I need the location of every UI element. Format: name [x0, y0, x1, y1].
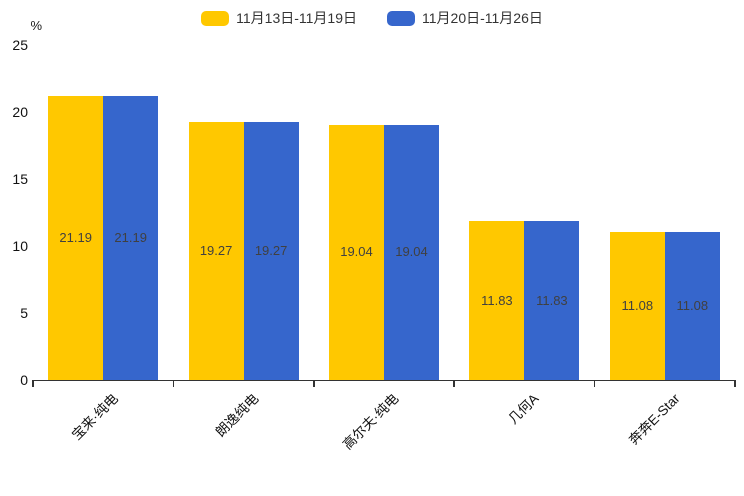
x-axis-tick [172, 380, 175, 387]
x-axis-category-label: 奔奔E-Star [625, 390, 683, 448]
y-axis-tick-label: 10 [12, 238, 28, 254]
x-axis-tick [32, 380, 34, 387]
bar-宝来·纯电-series-2[interactable]: 21.19 [103, 96, 159, 380]
bar-朗逸纯电-series-1[interactable]: 19.27 [188, 121, 244, 380]
legend-swatch-icon [387, 10, 415, 26]
legend-item-series-1[interactable]: 11月13日-11月19日 [201, 8, 357, 28]
bar-高尔夫·纯电-series-1[interactable]: 19.04 [329, 124, 384, 380]
bar-value-label: 19.27 [199, 242, 233, 258]
legend-item-label: 11月13日-11月19日 [236, 10, 357, 26]
bar-value-label: 21.19 [59, 230, 92, 246]
bar-朗逸纯电-series-2[interactable]: 19.27 [243, 121, 299, 380]
bar-value-label: 11.08 [676, 297, 709, 313]
legend-item-label: 11月20日-11月26日 [422, 10, 543, 26]
x-axis-category-label: 朗逸纯电 [212, 390, 262, 440]
y-axis-unit-label: % [30, 18, 42, 33]
bar-几何A-series-2[interactable]: 11.83 [524, 221, 580, 380]
bar-value-label: 19.04 [340, 244, 373, 260]
y-axis-tick-label: 15 [12, 171, 28, 187]
bar-奔奔E-Star-series-2[interactable]: 11.08 [664, 231, 720, 380]
bar-value-label: 19.27 [254, 242, 288, 258]
y-axis-tick-label: 0 [20, 372, 28, 388]
bar-value-label: 11.08 [621, 297, 654, 313]
bar-value-label: 11.83 [481, 292, 513, 308]
bar-宝来·纯电-series-1[interactable]: 21.19 [48, 96, 104, 380]
y-axis-tick-label: 5 [20, 305, 28, 321]
x-axis-tick [313, 380, 315, 387]
bar-高尔夫·纯电-series-2[interactable]: 19.04 [384, 124, 439, 380]
legend-swatch-icon [201, 10, 230, 26]
x-axis-line [33, 380, 735, 381]
legend-item-series-2[interactable]: 11月20日-11月26日 [387, 8, 543, 28]
bar-几何A-series-1[interactable]: 11.83 [469, 221, 525, 380]
x-axis-category-label: 宝来·纯电 [68, 390, 121, 443]
x-axis-tick [453, 380, 455, 387]
bar-value-label: 19.04 [395, 244, 428, 260]
chart-legend: 11月13日-11月19日 11月20日-11月26日 [0, 8, 744, 28]
y-axis-tick-label: 20 [12, 104, 28, 120]
bar-value-label: 11.83 [536, 292, 568, 308]
x-axis-tick [734, 380, 736, 387]
x-axis-category-label: 高尔夫·纯电 [339, 390, 402, 453]
bar-value-label: 21.19 [114, 230, 147, 246]
bar-奔奔E-Star-series-1[interactable]: 11.08 [609, 231, 665, 380]
x-axis-tick [593, 380, 596, 387]
x-axis-category-label: 几何A [505, 390, 542, 427]
y-axis-tick-label: 25 [12, 37, 28, 53]
